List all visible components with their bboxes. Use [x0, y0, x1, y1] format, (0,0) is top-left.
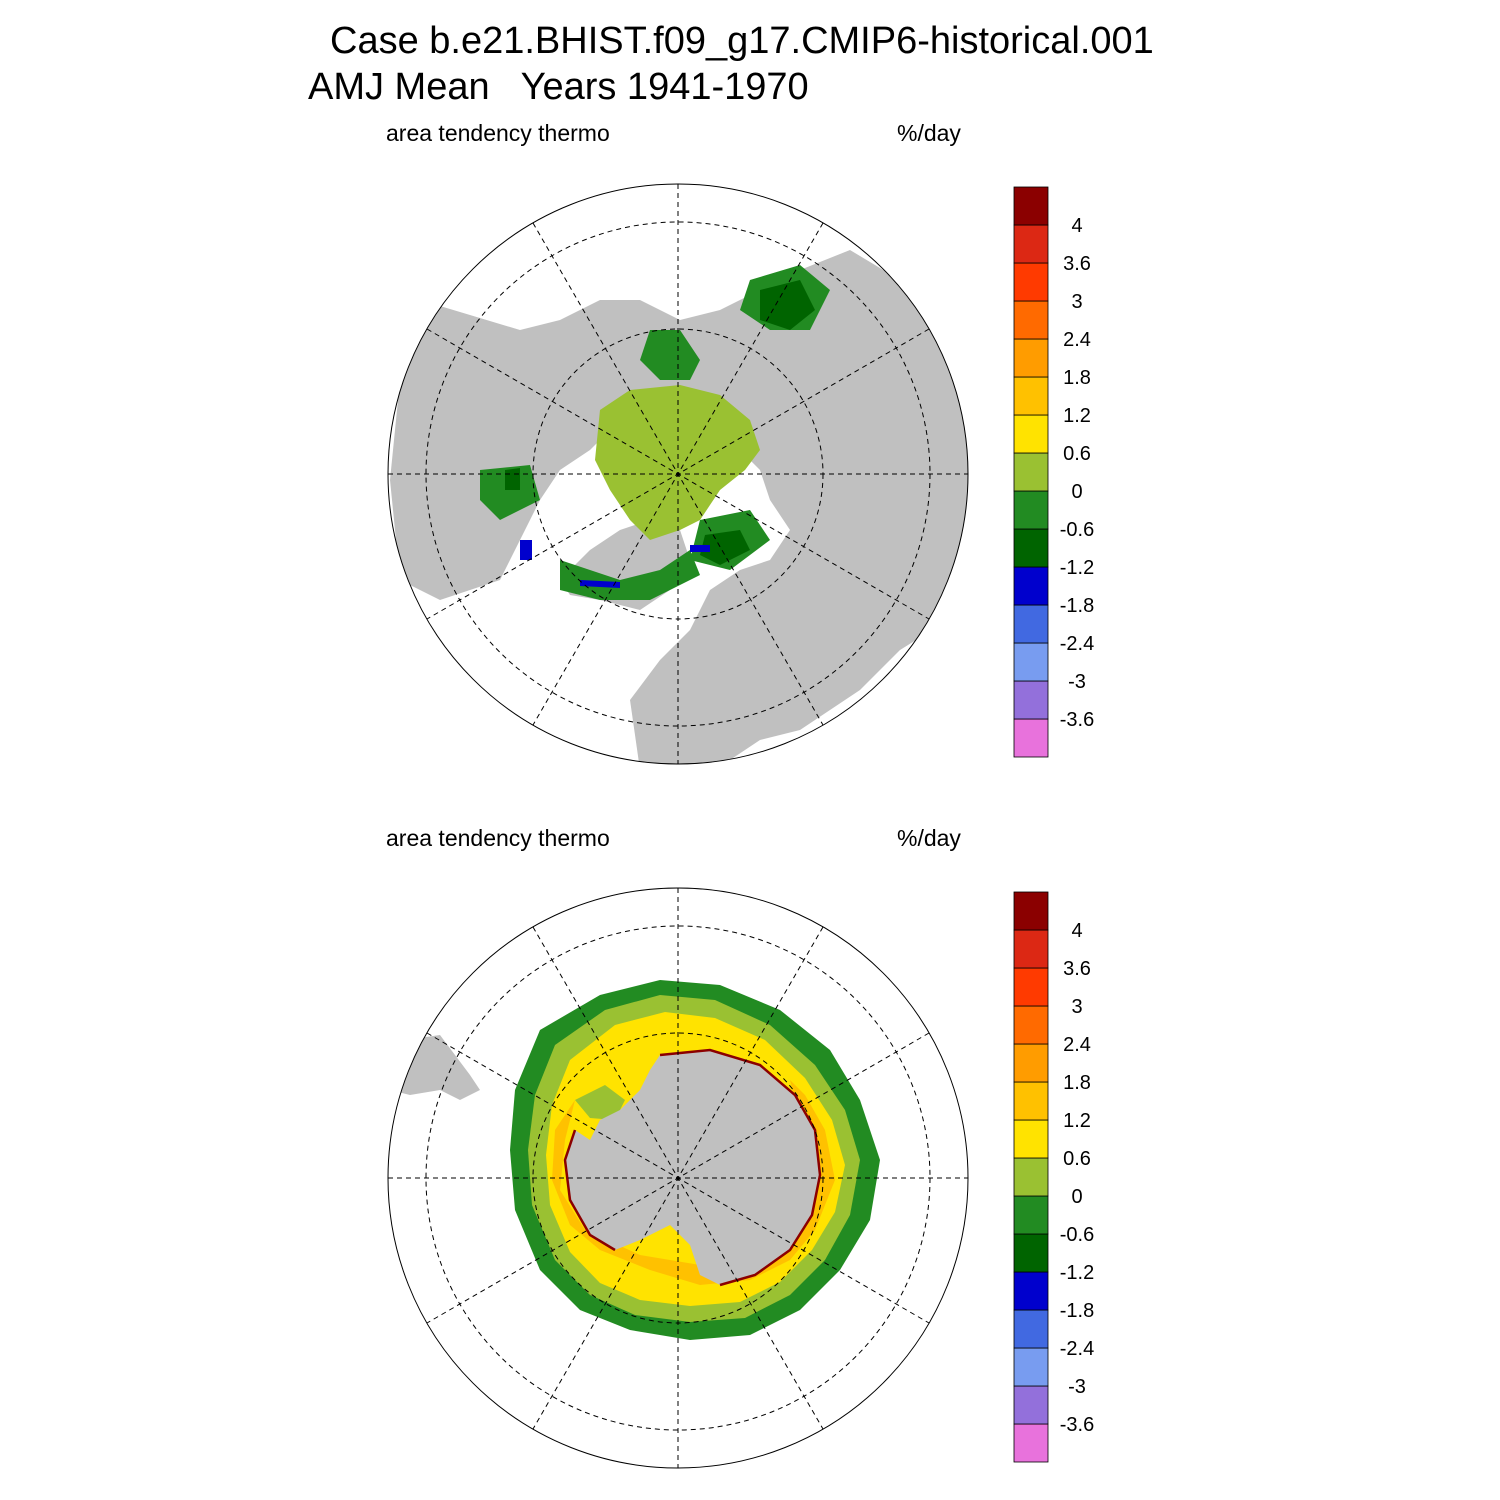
north-panel-units-label: %/day	[897, 120, 961, 146]
south-colorbar-tick-label: -1.2	[1060, 1262, 1094, 1284]
south-colorbar-box	[1013, 967, 1049, 1007]
figure-title-line1: Case b.e21.BHIST.f09_g17.CMIP6-historica…	[330, 20, 1154, 62]
south-colorbar-tick-label: 0.6	[1063, 1148, 1091, 1170]
south-colorbar-box	[1013, 1005, 1049, 1045]
north-colorbar-box	[1013, 376, 1049, 416]
north-colorbar-box	[1013, 680, 1049, 720]
north-ice-shelf-band	[480, 265, 830, 600]
north-colorbar-box	[1013, 414, 1049, 454]
north-colorbar-box	[1013, 566, 1049, 606]
north-ice-central-arctic	[595, 385, 760, 540]
north-colorbar-tick-label: 3.6	[1063, 253, 1091, 275]
south-colorbar-box	[1013, 929, 1049, 969]
north-colorbar-box	[1013, 718, 1049, 758]
south-colorbar-tick-label: -3.6	[1060, 1414, 1094, 1436]
north-colorbar-tick-label: 3	[1071, 291, 1082, 313]
north-colorbar-box	[1013, 490, 1049, 530]
south-colorbar-box	[1013, 1423, 1049, 1463]
south-land-antarctica	[565, 1050, 820, 1285]
south-colorbar-tick-label: 4	[1071, 920, 1082, 942]
north-colorbar-box	[1013, 452, 1049, 492]
north-colorbar-tick-label: 4	[1071, 215, 1082, 237]
south-panel-variable-label: area tendency thermo	[386, 825, 610, 851]
south-colorbar-tick-label: 1.8	[1063, 1072, 1091, 1094]
north-colorbar-box	[1013, 262, 1049, 302]
south-colorbar-box	[1013, 1271, 1049, 1311]
north-colorbar-box	[1013, 642, 1049, 682]
south-colorbar-tick-label: 0	[1071, 1186, 1082, 1208]
south-colorbar: -3.6 -3 -2.4 -1.8 -1.2 -0.6 0 0.6 1.2 1.8 2.4 3 3.6 4	[1013, 891, 1094, 1463]
south-colorbar-tick-label: 3.6	[1063, 958, 1091, 980]
south-colorbar-tick-label: 2.4	[1063, 1034, 1091, 1056]
south-colorbar-box	[1013, 1195, 1049, 1235]
north-colorbar: -3.6 -3 -2.4 -1.8 -1.2 -0.6 0 0.6 1.2 1.8 2.4 3 3.6 4	[1013, 186, 1094, 758]
south-map-border	[387, 887, 969, 1469]
north-land-eurasia-america	[390, 250, 968, 764]
north-colorbar-box	[1013, 186, 1049, 226]
north-colorbar-tick-label: 1.2	[1063, 405, 1091, 427]
south-colorbar-box	[1013, 1347, 1049, 1387]
south-colorbar-box	[1013, 1157, 1049, 1197]
north-colorbar-tick-label: -1.2	[1060, 557, 1094, 579]
south-colorbar-box	[1013, 1309, 1049, 1349]
south-meridians	[388, 888, 968, 1468]
north-colorbar-box	[1013, 528, 1049, 568]
south-antarctic-coast-line	[563, 1048, 822, 1287]
south-colorbar-tick-label: -1.8	[1060, 1300, 1094, 1322]
north-colorbar-box	[1013, 224, 1049, 264]
north-colorbar-tick-label: 0.6	[1063, 443, 1091, 465]
south-ice-orange-inner	[552, 1080, 835, 1285]
north-polar-map	[387, 183, 969, 765]
north-colorbar-tick-label: -0.6	[1060, 519, 1094, 541]
north-colorbar-tick-label: -3	[1068, 671, 1086, 693]
north-colorbar-tick-label: -3.6	[1060, 709, 1094, 731]
north-colorbar-tick-label: -2.4	[1060, 633, 1094, 655]
north-colorbar-box	[1013, 604, 1049, 644]
south-colorbar-tick-label: 3	[1071, 996, 1082, 1018]
south-colorbar-tick-label: -0.6	[1060, 1224, 1094, 1246]
north-meridians	[388, 184, 968, 764]
south-ice-lightgreen-patch	[575, 1085, 625, 1120]
north-map-border	[387, 183, 969, 765]
south-polar-map	[387, 887, 969, 1469]
south-colorbar-tick-label: -2.4	[1060, 1338, 1094, 1360]
south-colorbar-box	[1013, 1119, 1049, 1159]
figure-title-line2: AMJ Mean Years 1941-1970	[308, 66, 809, 108]
south-colorbar-box	[1013, 1081, 1049, 1121]
north-colorbar-tick-label: 1.8	[1063, 367, 1091, 389]
north-colorbar-box	[1013, 338, 1049, 378]
south-colorbar-tick-label: 1.2	[1063, 1110, 1091, 1132]
south-colorbar-box	[1013, 1233, 1049, 1273]
north-colorbar-tick-label: 2.4	[1063, 329, 1091, 351]
south-colorbar-tick-label: -3	[1068, 1376, 1086, 1398]
north-colorbar-tick-label: -1.8	[1060, 595, 1094, 617]
north-colorbar-tick-label: 0	[1071, 481, 1082, 503]
north-panel-variable-label: area tendency thermo	[386, 120, 610, 146]
south-colorbar-box	[1013, 1385, 1049, 1425]
south-colorbar-box	[1013, 891, 1049, 931]
north-colorbar-box	[1013, 300, 1049, 340]
north-ice-darkgreen	[505, 280, 815, 565]
south-panel-units-label: %/day	[897, 825, 961, 851]
south-colorbar-box	[1013, 1043, 1049, 1083]
